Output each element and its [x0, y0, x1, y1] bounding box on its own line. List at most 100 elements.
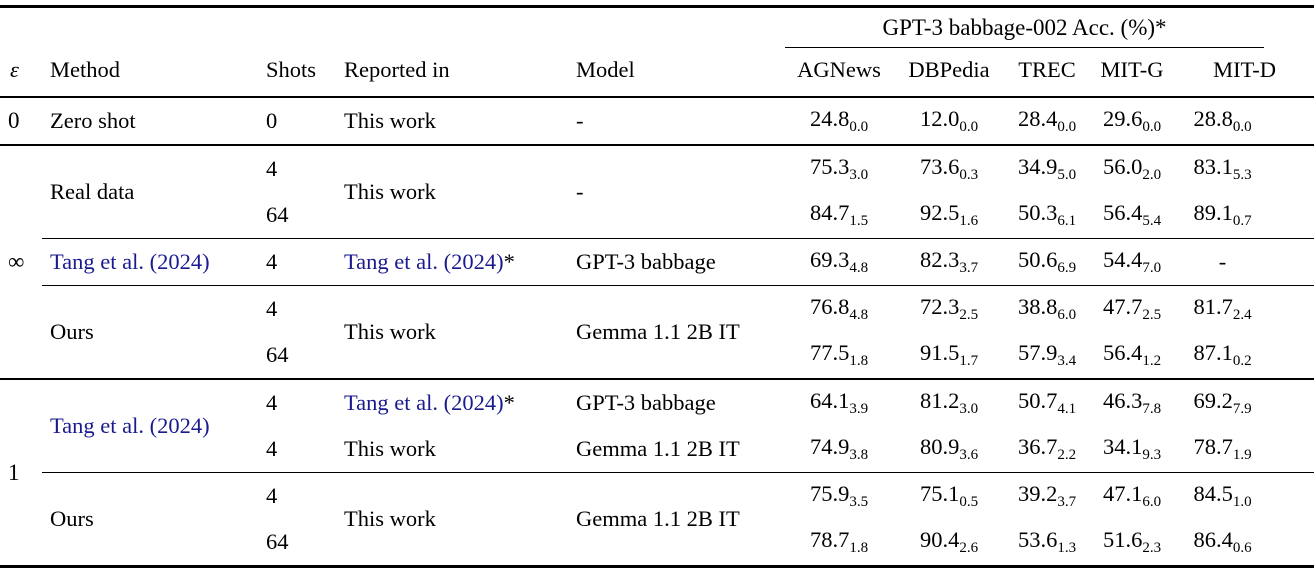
accuracy-mean: 54.4 — [1102, 247, 1143, 272]
accuracy-mean: 56.4 — [1102, 200, 1143, 225]
accuracy-value: 77.51.8 — [785, 332, 893, 379]
accuracy-mean: 90.4 — [919, 527, 960, 552]
accuracy-std: 1.5 — [849, 213, 869, 229]
col-header-trec: TREC — [1005, 48, 1089, 98]
accuracy-std: 2.4 — [1232, 307, 1252, 323]
method-cell: Tang et al. (2024) — [42, 378, 260, 473]
accuracy-mean: 83.1 — [1193, 154, 1233, 179]
table-row: 64 84.71.5 92.51.6 50.36.1 56.45.4 89.10.7 — [0, 192, 1314, 239]
accuracy-mean: 81.2 — [919, 388, 960, 413]
accuracy-value: 84.51.0 — [1175, 472, 1314, 519]
accuracy-std: 0.0 — [849, 119, 869, 135]
accuracy-value: 56.41.2 — [1089, 332, 1175, 379]
accuracy-value: 81.72.4 — [1175, 285, 1314, 332]
accuracy-mean: 39.2 — [1017, 481, 1058, 506]
model-cell: - — [576, 108, 584, 133]
accuracy-std: 2.0 — [1142, 167, 1162, 183]
accuracy-value: 86.40.6 — [1175, 519, 1314, 567]
accuracy-std: 0.2 — [1232, 353, 1252, 369]
shots-value: 4 — [260, 144, 338, 192]
accuracy-std: 1.8 — [849, 540, 869, 556]
accuracy-value: 83.15.3 — [1175, 144, 1314, 192]
shots-value: 4 — [260, 378, 338, 426]
accuracy-value: 80.93.6 — [893, 426, 1005, 473]
accuracy-value: 56.45.4 — [1089, 192, 1175, 239]
accuracy-value: 91.51.7 — [893, 332, 1005, 379]
text-label: This work — [344, 108, 436, 133]
model-cell: Gemma 1.1 2B IT — [576, 436, 740, 461]
accuracy-value: 89.10.7 — [1175, 192, 1314, 239]
reported-in-cell: This work — [338, 426, 570, 473]
accuracy-std: 0.0 — [959, 119, 979, 135]
reported-star: * — [503, 390, 515, 415]
accuracy-std: 4.1 — [1057, 401, 1077, 417]
reported-in-cell: This work — [338, 285, 570, 379]
accuracy-mean: 82.3 — [919, 247, 960, 272]
accuracy-std: 2.5 — [959, 307, 979, 323]
accuracy-mean: 81.7 — [1193, 294, 1233, 319]
accuracy-mean: 84.7 — [809, 200, 850, 225]
accuracy-mean: 28.4 — [1017, 106, 1058, 131]
accuracy-mean: 57.9 — [1017, 340, 1058, 365]
accuracy-value: 28.40.0 — [1005, 97, 1089, 145]
citation-link[interactable]: Tang et al. (2024) — [344, 390, 504, 415]
accuracy-value: - — [1175, 238, 1314, 286]
accuracy-mean: 56.4 — [1102, 340, 1143, 365]
col-header-dbpedia: DBPedia — [893, 48, 1005, 98]
accuracy-std: 0.0 — [1142, 119, 1162, 135]
text-label: This work — [344, 506, 436, 531]
text-label: Ours — [50, 319, 94, 344]
table-row: 0 Zero shot 0 This work -24.80.0 12.00.0 28.40… — [0, 97, 1314, 145]
accuracy-mean: 75.9 — [809, 481, 850, 506]
model-cell: Gemma 1.1 2B IT — [570, 285, 785, 379]
accuracy-std: 1.3 — [1057, 540, 1077, 556]
accuracy-mean: 87.1 — [1193, 340, 1233, 365]
accuracy-std: 3.6 — [959, 447, 979, 463]
accuracy-mean: 38.8 — [1017, 294, 1058, 319]
span-header-title: GPT-3 babbage-002 Acc. (%)* — [785, 8, 1265, 48]
shots-value: 64 — [266, 529, 289, 554]
accuracy-mean: 28.8 — [1193, 106, 1233, 131]
citation-link[interactable]: Tang et al. (2024) — [50, 249, 210, 274]
accuracy-mean: 74.9 — [809, 434, 850, 459]
citation-link[interactable]: Tang et al. (2024) — [50, 413, 210, 438]
col-header-shots: Shots — [260, 48, 338, 98]
accuracy-std: 3.5 — [849, 494, 869, 510]
accuracy-value: 78.71.9 — [1175, 426, 1314, 473]
accuracy-mean: 64.1 — [809, 388, 850, 413]
shots-value: 4 — [266, 436, 278, 461]
accuracy-std: 3.7 — [959, 260, 979, 276]
accuracy-mean: 50.6 — [1017, 247, 1058, 272]
accuracy-mean: 80.9 — [919, 434, 960, 459]
text-label: This work — [344, 319, 436, 344]
shots-value: 4 — [260, 238, 338, 286]
model-cell: Gemma 1.1 2B IT — [570, 472, 785, 567]
accuracy-value: 34.95.0 — [1005, 144, 1089, 192]
accuracy-std: 1.9 — [1232, 447, 1252, 463]
accuracy-value: 54.47.0 — [1089, 238, 1175, 286]
accuracy-std: 6.1 — [1057, 213, 1077, 229]
col-header-reported-in: Reported in — [338, 48, 570, 98]
citation-link[interactable]: Tang et al. (2024) — [344, 249, 504, 274]
text-label: Ours — [50, 506, 94, 531]
epsilon-value: ∞ — [0, 144, 42, 379]
accuracy-value: 50.36.1 — [1005, 192, 1089, 239]
span-header-row: GPT-3 babbage-002 Acc. (%)* — [0, 7, 1314, 48]
table-row: Ours 4 This work Gemma 1.1 2B IT 76.84.8 72.3… — [0, 285, 1314, 379]
accuracy-value: 57.93.4 — [1005, 332, 1089, 379]
accuracy-value: 75.93.5 — [785, 472, 893, 519]
accuracy-std: 1.7 — [959, 353, 979, 369]
accuracy-value: 92.51.6 — [893, 192, 1005, 239]
accuracy-mean: 72.3 — [919, 294, 960, 319]
col-header-method: Method — [42, 48, 260, 98]
method-cell: Tang et al. (2024) — [42, 238, 260, 286]
accuracy-mean: 46.3 — [1102, 388, 1143, 413]
column-header-row: ε Method Shots Reported in Model AGNews … — [0, 48, 1314, 98]
accuracy-value: 64.13.9 — [785, 378, 893, 426]
accuracy-std: 1.6 — [959, 213, 979, 229]
shots-value: 4 — [260, 472, 338, 519]
accuracy-std: 0.0 — [1057, 119, 1077, 135]
accuracy-std: 2.5 — [1142, 307, 1162, 323]
accuracy-value: 46.37.8 — [1089, 378, 1175, 426]
accuracy-value: 74.93.8 — [785, 426, 893, 473]
